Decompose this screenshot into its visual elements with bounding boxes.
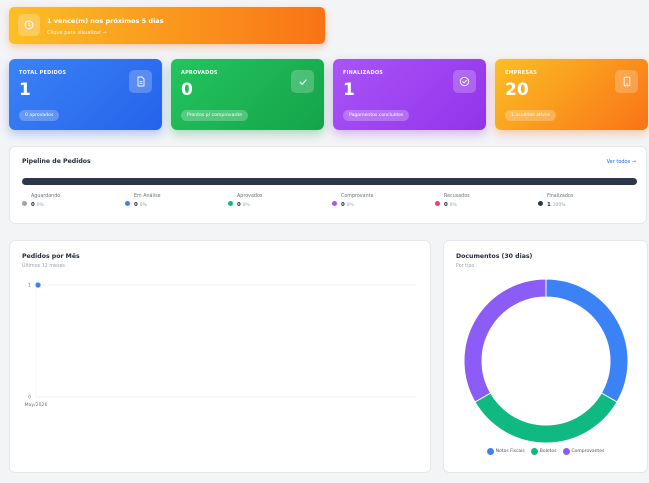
stage-dot bbox=[538, 201, 543, 206]
donut-slice[interactable] bbox=[545, 278, 629, 403]
stage-percent: 0% bbox=[346, 203, 354, 208]
legend-item[interactable]: Notas Fiscais bbox=[486, 448, 525, 455]
alert-title: 1 vence(m) nos próximos 5 dias bbox=[47, 17, 164, 25]
legend-label: Notas Fiscais bbox=[495, 449, 525, 454]
stat-card-value: 0 bbox=[181, 80, 193, 100]
stage-name: Em Análise bbox=[134, 194, 161, 199]
stage-count: 0 0% bbox=[444, 202, 457, 208]
legend-label: Comprovantes bbox=[571, 449, 605, 454]
stage-count: 0 0% bbox=[31, 202, 44, 208]
document-icon bbox=[129, 70, 152, 93]
donut-legend: Notas Fiscais Boletos Comprovantes bbox=[444, 448, 647, 455]
stat-card-label: APROVADOS bbox=[181, 70, 218, 76]
stat-card-empresas[interactable]: EMPRESAS 20 1 usuários ativos bbox=[495, 59, 648, 130]
building-icon bbox=[615, 70, 638, 93]
stat-card-label: FINALIZADOS bbox=[343, 70, 384, 76]
stage-count: 0 0% bbox=[341, 202, 354, 208]
clock-icon bbox=[18, 14, 40, 36]
stage-percent: 100% bbox=[552, 203, 566, 208]
due-alert-banner[interactable]: 1 vence(m) nos próximos 5 dias Clique pa… bbox=[9, 7, 325, 44]
stat-card-value: 1 bbox=[19, 80, 31, 100]
legend-label: Boletos bbox=[539, 449, 557, 454]
orders-per-month-panel: Pedidos por Mês Últimos 12 meses 0 1 May/2… bbox=[9, 240, 431, 473]
check-icon bbox=[291, 70, 314, 93]
stage-percent: 0% bbox=[36, 203, 44, 208]
legend-swatch bbox=[530, 448, 538, 455]
documents-panel: Documentos (30 dias) Por tipo Notas Fisc… bbox=[443, 240, 648, 473]
alert-link[interactable]: Clique para visualizar → bbox=[47, 30, 107, 36]
pipeline-progress-bar bbox=[22, 178, 637, 185]
orders-line-chart: 0 1 May/2026 bbox=[25, 282, 416, 408]
stage-count: 1 100% bbox=[547, 202, 566, 208]
stage-name: Finalizados bbox=[547, 194, 574, 199]
orders-chart-title: Pedidos por Mês bbox=[22, 253, 80, 260]
stage-dot bbox=[332, 201, 337, 206]
documents-chart-subtitle: Por tipo bbox=[456, 264, 475, 269]
orders-chart-subtitle: Últimos 12 meses bbox=[22, 264, 65, 269]
stage-percent: 0% bbox=[242, 203, 250, 208]
pipeline-title: Pipeline de Pedidos bbox=[22, 158, 91, 165]
stat-card-value: 20 bbox=[505, 80, 529, 100]
y-tick-label: 0 bbox=[28, 395, 31, 401]
check-circle-icon bbox=[453, 70, 476, 93]
stat-card-pill: 1 usuários ativos bbox=[505, 110, 557, 121]
stat-card-finalizados[interactable]: FINALIZADOS 1 Pagamentos concluídos bbox=[333, 59, 486, 130]
stat-card-pill: Pagamentos concluídos bbox=[343, 110, 410, 121]
stat-card-pill: Prontos p/ comprovante bbox=[181, 110, 248, 121]
data-point[interactable] bbox=[35, 282, 41, 288]
stage-dot bbox=[435, 201, 440, 206]
donut-slice[interactable] bbox=[463, 278, 547, 403]
view-all-link[interactable]: Ver todos → bbox=[606, 159, 636, 165]
stage-count: 0 0% bbox=[237, 202, 250, 208]
y-tick-label: 1 bbox=[28, 283, 31, 289]
stat-card-label: TOTAL PEDIDOS bbox=[19, 70, 67, 76]
stat-card-total-pedidos[interactable]: TOTAL PEDIDOS 1 0 aprovados bbox=[9, 59, 162, 130]
stage-name: Aguardando bbox=[31, 194, 61, 199]
stage-name: Recusados bbox=[444, 194, 470, 199]
donut-slice[interactable] bbox=[474, 392, 618, 444]
legend-swatch bbox=[486, 448, 494, 455]
legend-swatch bbox=[562, 448, 570, 455]
x-tick-label: May/2026 bbox=[25, 402, 48, 408]
stage-percent: 0% bbox=[139, 203, 147, 208]
documents-donut-chart bbox=[463, 278, 629, 444]
stage-dot bbox=[228, 201, 233, 206]
documents-chart-title: Documentos (30 dias) bbox=[456, 253, 533, 260]
legend-item[interactable]: Boletos bbox=[530, 448, 557, 455]
stage-percent: 0% bbox=[449, 203, 457, 208]
stage-dot bbox=[125, 201, 130, 206]
legend-item[interactable]: Comprovantes bbox=[562, 448, 605, 455]
stat-card-pill: 0 aprovados bbox=[19, 110, 60, 121]
stat-card-value: 1 bbox=[343, 80, 355, 100]
pipeline-panel: Pipeline de Pedidos Ver todos → Aguardan… bbox=[9, 146, 647, 224]
stage-name: Comprovante bbox=[341, 194, 374, 199]
stage-count: 0 0% bbox=[134, 202, 147, 208]
stage-dot bbox=[22, 201, 27, 206]
stat-card-label: EMPRESAS bbox=[505, 70, 537, 76]
stat-card-aprovados[interactable]: APROVADOS 0 Prontos p/ comprovante bbox=[171, 59, 324, 130]
stage-name: Aprovados bbox=[237, 194, 263, 199]
